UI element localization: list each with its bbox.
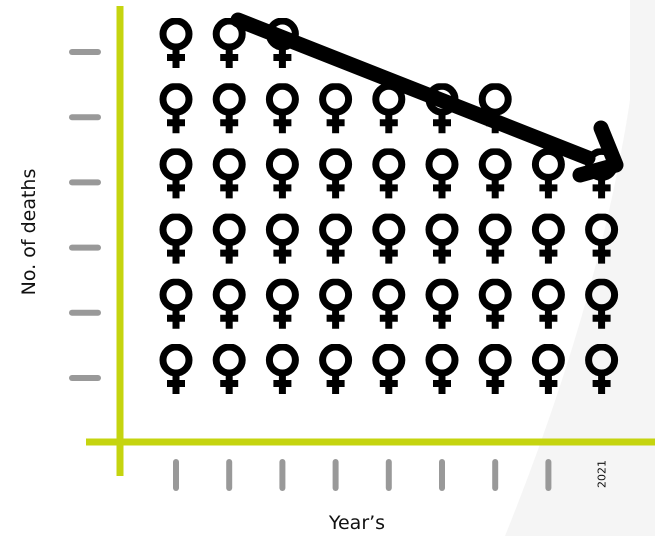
x-tick-label: 2021 bbox=[596, 460, 609, 488]
female-symbol-icon bbox=[216, 151, 242, 198]
icon-column bbox=[535, 151, 561, 394]
female-symbol-icon bbox=[216, 282, 242, 329]
female-symbol-icon bbox=[482, 151, 508, 198]
female-symbol-icon bbox=[535, 347, 561, 394]
x-tick-group: 2021 bbox=[173, 459, 609, 491]
background-shape bbox=[505, 0, 655, 536]
icon-column bbox=[323, 86, 349, 394]
female-symbol-icon bbox=[376, 347, 402, 394]
y-tick-group bbox=[69, 49, 101, 381]
female-symbol-icon bbox=[269, 282, 295, 329]
female-symbol-icon bbox=[323, 86, 349, 133]
female-symbol-icon bbox=[429, 282, 455, 329]
female-symbol-icon bbox=[535, 151, 561, 198]
female-symbol-icon bbox=[163, 86, 189, 133]
female-symbol-icon bbox=[376, 282, 402, 329]
female-symbol-icon bbox=[216, 86, 242, 133]
female-symbol-icon bbox=[323, 217, 349, 264]
female-symbol-icon bbox=[376, 86, 402, 133]
female-symbol-icon bbox=[269, 86, 295, 133]
female-symbol-icon bbox=[376, 151, 402, 198]
icon-column bbox=[163, 21, 189, 394]
female-symbol-icon bbox=[429, 151, 455, 198]
icon-column bbox=[376, 86, 402, 394]
female-symbol-icon bbox=[323, 282, 349, 329]
trend-arrow bbox=[230, 12, 624, 183]
female-symbol-icon bbox=[216, 217, 242, 264]
female-symbol-icon bbox=[269, 347, 295, 394]
x-axis-label: Year’s bbox=[328, 512, 385, 534]
icon-column bbox=[269, 21, 295, 394]
female-symbol-icon bbox=[482, 282, 508, 329]
trend-arrow-shaft bbox=[230, 12, 596, 166]
female-symbol-icon bbox=[163, 347, 189, 394]
female-symbol-icon bbox=[535, 217, 561, 264]
icon-column bbox=[429, 86, 455, 394]
female-symbol-icon bbox=[323, 347, 349, 394]
female-symbol-icon bbox=[216, 347, 242, 394]
female-symbol-icon bbox=[535, 282, 561, 329]
female-symbol-icon bbox=[376, 217, 402, 264]
female-symbol-icon bbox=[429, 217, 455, 264]
female-symbol-icon bbox=[163, 282, 189, 329]
female-symbol-icon bbox=[482, 347, 508, 394]
female-symbol-icon bbox=[163, 21, 189, 68]
trend-arrow-head bbox=[572, 120, 624, 183]
female-symbol-icon bbox=[163, 151, 189, 198]
female-symbol-icon bbox=[269, 217, 295, 264]
icon-column bbox=[216, 21, 242, 394]
female-symbol-icon bbox=[429, 347, 455, 394]
female-symbol-icon bbox=[323, 151, 349, 198]
female-symbol-icon bbox=[163, 217, 189, 264]
female-symbol-icon bbox=[482, 217, 508, 264]
female-symbol-icon bbox=[269, 151, 295, 198]
y-axis-label: No. of deaths bbox=[18, 169, 40, 296]
